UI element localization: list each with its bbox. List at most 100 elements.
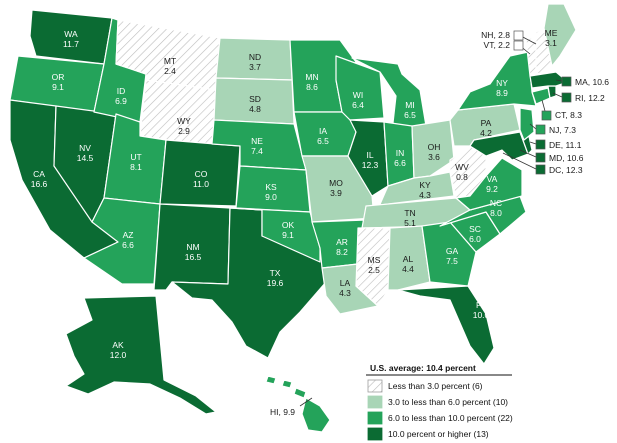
state-ma (529, 71, 569, 89)
legend-swatch-lt3 (367, 379, 383, 393)
callout-label-dc: DC, 12.3 (549, 165, 583, 175)
state-value-sc: 6.0 (469, 234, 481, 244)
state-label-ca: CA (33, 169, 45, 179)
hi-island-3 (293, 387, 307, 399)
legend-label-10plus: 10.0 percent or higher (13) (388, 429, 489, 439)
state-label-sc: SC (469, 224, 481, 234)
leader-nj (529, 123, 537, 130)
leader-md (519, 149, 537, 158)
state-nj (519, 107, 535, 141)
state-nh (535, 27, 553, 75)
callout-swatch-de (535, 139, 546, 150)
state-value-wa: 11.7 (63, 39, 79, 49)
state-label-ok: OK (282, 220, 295, 230)
state-label-id: ID (117, 86, 126, 96)
state-value-nd: 3.7 (249, 62, 261, 72)
state-label-la: LA (340, 278, 351, 288)
legend-label-6to10: 6.0 to less than 10.0 percent (22) (388, 413, 513, 423)
leader-ma (555, 79, 563, 82)
state-hi (265, 375, 331, 433)
state-label-oh: OH (428, 142, 441, 152)
state-value-al: 4.4 (402, 264, 414, 274)
state-label-va: VA (487, 174, 498, 184)
state-value-mo: 3.9 (330, 188, 342, 198)
state-oh (411, 119, 455, 179)
state-label-co: CO (195, 169, 208, 179)
leader-dc (502, 152, 537, 170)
state-value-co: 11.0 (193, 179, 209, 189)
state-value-nc: 8.0 (490, 208, 502, 218)
leader-de (529, 141, 537, 145)
state-label-ar: AR (336, 237, 348, 247)
state-value-mt: 2.4 (164, 66, 176, 76)
state-value-in: 6.6 (394, 158, 406, 168)
state-value-oh: 3.6 (428, 152, 440, 162)
state-label-il: IL (366, 150, 373, 160)
state-value-wv: 0.8 (456, 172, 468, 182)
state-value-va: 9.2 (486, 184, 498, 194)
callout-label-ma: MA, 10.6 (575, 77, 609, 87)
state-wy (139, 79, 217, 147)
legend: U.S. average: 10.4 percent Less than 3.0… (366, 363, 513, 441)
state-label-mn: MN (305, 72, 318, 82)
state-value-me: 3.1 (545, 38, 557, 48)
state-value-id: 6.9 (115, 96, 127, 106)
state-me (543, 3, 577, 67)
state-label-nv: NV (79, 143, 91, 153)
state-ok (229, 207, 321, 263)
state-value-az: 6.6 (122, 240, 134, 250)
state-value-ga: 7.5 (446, 256, 458, 266)
state-value-ca: 16.6 (31, 179, 48, 189)
state-value-ky: 4.3 (419, 190, 431, 200)
callout-swatch-nj (535, 124, 546, 135)
legend-label-3to6: 3.0 to less than 6.0 percent (10) (388, 397, 508, 407)
leader-ct (541, 99, 546, 112)
callout-swatch-dc (535, 164, 546, 175)
legend-swatch-6to10 (367, 411, 383, 425)
state-value-ks: 9.0 (265, 192, 277, 202)
state-label-ut: UT (130, 152, 141, 162)
state-value-mn: 8.6 (306, 82, 318, 92)
callout-label-ct: CT, 8.3 (555, 110, 582, 120)
state-value-ia: 6.5 (317, 136, 329, 146)
callout-swatch-vt (513, 40, 524, 51)
legend-title: U.S. average: 10.4 percent (370, 363, 476, 373)
state-ct (531, 87, 551, 105)
state-ak (65, 295, 217, 415)
callout-label-de: DE, 11.1 (549, 140, 582, 150)
state-label-ne: NE (251, 136, 263, 146)
state-value-wi: 6.4 (352, 100, 364, 110)
hi-island-2 (281, 379, 293, 389)
state-label-ms: MS (368, 255, 381, 265)
state-value-fl: 10.0 (473, 310, 490, 320)
callout-label-md: MD, 10.6 (549, 153, 584, 163)
legend-swatch-3to6 (367, 395, 383, 409)
state-label-wa: WA (64, 29, 78, 39)
state-value-mi: 6.5 (404, 110, 416, 120)
state-value-sd: 4.8 (249, 104, 261, 114)
state-label-wy: WY (177, 116, 191, 126)
hi-island-1 (265, 375, 277, 385)
state-label-ks: KS (265, 182, 277, 192)
state-label-nc: NC (490, 198, 502, 208)
state-label-pa: PA (481, 118, 492, 128)
state-label-ak: AK (112, 340, 124, 350)
leader-ri (552, 92, 563, 98)
state-value-wy: 2.9 (178, 126, 190, 136)
state-value-ms: 2.5 (368, 265, 380, 275)
state-fl (397, 285, 495, 365)
state-label-in: IN (396, 148, 405, 158)
state-label-ky: KY (419, 180, 431, 190)
callout-label-nj: NJ, 7.3 (549, 125, 576, 135)
callout-swatch-md (535, 152, 546, 163)
state-al (387, 225, 431, 291)
state-value-or: 9.1 (52, 82, 64, 92)
hi-island-4 (301, 397, 331, 433)
state-label-ia: IA (319, 126, 327, 136)
state-value-pa: 4.2 (480, 128, 492, 138)
state-value-la: 4.3 (339, 288, 351, 298)
state-label-wi: WI (353, 90, 363, 100)
callout-label-vt: VT, 2.2 (484, 40, 511, 50)
callout-swatch-ma (561, 76, 572, 87)
state-value-ok: 9.1 (282, 230, 294, 240)
